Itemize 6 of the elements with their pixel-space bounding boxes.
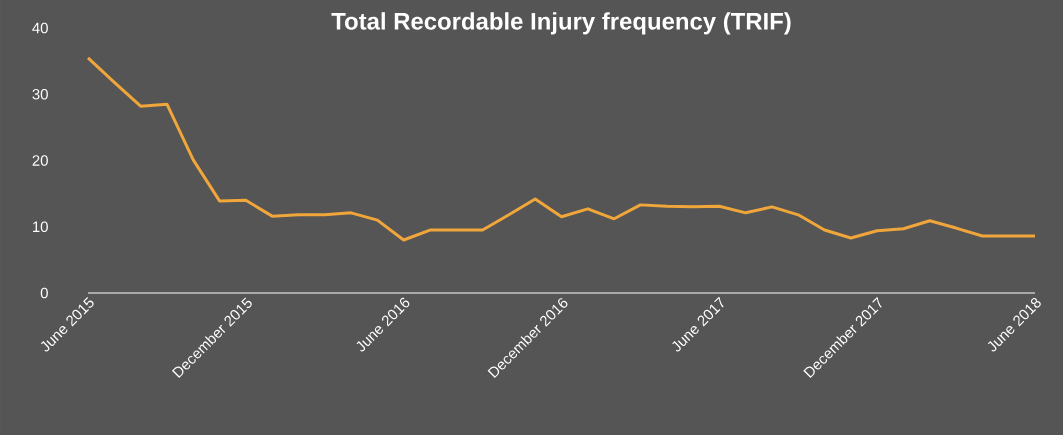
y-tick-label: 0 — [40, 287, 48, 299]
y-tick-label: 40 — [32, 22, 48, 34]
y-tick-label: 30 — [32, 88, 48, 100]
y-tick-label: 10 — [33, 221, 48, 233]
y-tick-label: 20 — [32, 155, 48, 166]
chart-title: Total Recordable Injury frequency (TRIF) — [331, 12, 791, 35]
